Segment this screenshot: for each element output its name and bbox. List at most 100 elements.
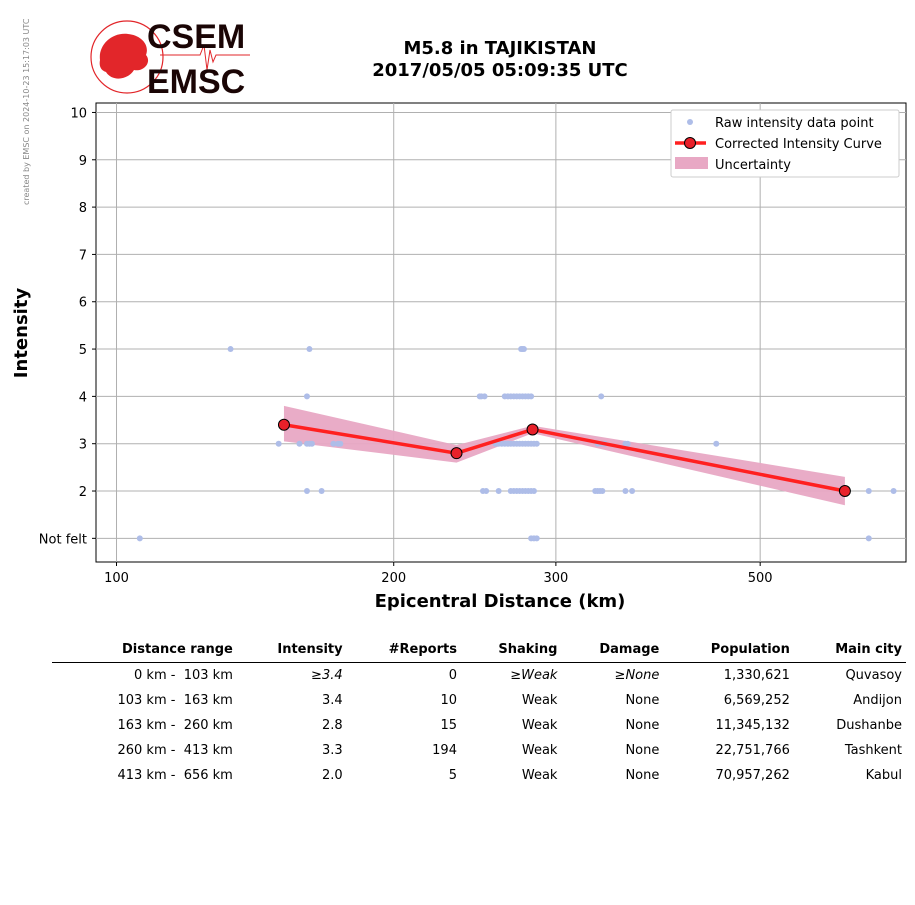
- cell-population: 1,330,621: [723, 668, 790, 683]
- chart-title: M5.8 in TAJIKISTAN: [403, 38, 597, 59]
- header-intensity: Intensity: [236, 640, 347, 663]
- legend-raw-label: Raw intensity data point: [715, 116, 874, 131]
- raw-points: [136, 346, 897, 542]
- cell-city: Dushanbe: [836, 718, 902, 733]
- curve-line: [283, 423, 846, 493]
- raw-data-point: [275, 440, 282, 447]
- table-row: 413 km - 656 km 2.0 5 Weak None 70,957,2…: [52, 763, 906, 788]
- cell-reports: 5: [448, 768, 457, 783]
- cell-shaking: ≥Weak: [510, 668, 558, 683]
- curve-marker: [450, 447, 463, 460]
- raw-data-point: [296, 440, 303, 447]
- cell-shaking: Weak: [521, 693, 558, 708]
- cell-range: 0 km - 103 km: [134, 668, 233, 683]
- raw-data-point: [481, 393, 488, 400]
- raw-data-point: [533, 535, 540, 542]
- x-tick-label: 300: [543, 571, 568, 586]
- cell-intensity: ≥3.4: [311, 668, 343, 683]
- table-row: 103 km - 163 km 3.4 10 Weak None 6,569,2…: [52, 688, 906, 713]
- table-row: 260 km - 413 km 3.3 194 Weak None 22,751…: [52, 738, 906, 763]
- cell-range: 103 km - 163 km: [117, 693, 233, 708]
- cell-damage: None: [625, 768, 660, 783]
- cell-shaking: Weak: [521, 718, 558, 733]
- raw-data-point: [598, 393, 605, 400]
- x-tick-label: 100: [104, 571, 129, 586]
- raw-data-point: [306, 346, 313, 353]
- raw-data-point: [303, 393, 310, 400]
- logo-text-emsc: EMSC: [147, 63, 245, 101]
- y-tick-label: 7: [79, 248, 87, 263]
- raw-data-point: [308, 440, 315, 447]
- cell-damage: None: [625, 693, 660, 708]
- table-row: 0 km - 103 km ≥3.4 0 ≥Weak ≥None 1,330,6…: [52, 663, 906, 689]
- emsc-logo: CSEM EMSC: [90, 18, 250, 101]
- raw-data-point: [530, 488, 537, 495]
- curve-marker: [526, 423, 539, 436]
- raw-data-point: [624, 440, 631, 447]
- header-distance-range: Distance range: [52, 640, 237, 663]
- y-tick-label: 8: [79, 201, 87, 216]
- cell-reports: 194: [432, 743, 457, 758]
- cell-population: 6,569,252: [723, 693, 790, 708]
- raw-data-point: [303, 488, 310, 495]
- cell-damage: None: [625, 718, 660, 733]
- y-axis-label: Intensity: [11, 288, 32, 379]
- raw-data-point: [629, 488, 636, 495]
- header-shaking: Shaking: [460, 640, 562, 663]
- y-tick-label: 9: [79, 154, 87, 169]
- raw-data-point: [599, 488, 606, 495]
- raw-data-point: [622, 488, 629, 495]
- raw-data-point: [330, 440, 337, 447]
- raw-data-point: [890, 488, 897, 495]
- legend-band-swatch: [675, 157, 708, 169]
- cell-shaking: Weak: [521, 743, 558, 758]
- cell-intensity: 2.8: [321, 718, 343, 733]
- cell-city: Kabul: [865, 768, 902, 783]
- plot-frame: [95, 102, 907, 563]
- raw-data-point: [865, 535, 872, 542]
- y-tick-label: 10: [70, 106, 87, 121]
- uncertainty-band: [283, 405, 845, 506]
- chart-subtitle: 2017/05/05 05:09:35 UTC: [372, 60, 628, 81]
- cell-range: 163 km - 260 km: [117, 718, 233, 733]
- curve-marker: [838, 485, 851, 498]
- raw-data-point: [483, 488, 490, 495]
- x-ticks: 100 200 300 500: [104, 562, 773, 586]
- raw-data-point: [520, 346, 527, 353]
- raw-data-point: [713, 440, 720, 447]
- legend-curve-label: Corrected Intensity Curve: [715, 137, 882, 152]
- table-row: 163 km - 260 km 2.8 15 Weak None 11,345,…: [52, 713, 906, 738]
- y-tick-label: 6: [79, 296, 87, 311]
- header-population: Population: [663, 640, 794, 663]
- raw-data-point: [533, 440, 540, 447]
- raw-data-point: [495, 488, 502, 495]
- cell-city: Tashkent: [844, 743, 902, 758]
- logo-text-csem: CSEM: [147, 18, 245, 56]
- raw-data-point: [865, 488, 872, 495]
- x-tick-label: 200: [381, 571, 406, 586]
- raw-data-point: [337, 440, 344, 447]
- cell-damage: None: [625, 743, 660, 758]
- cell-range: 413 km - 656 km: [117, 768, 233, 783]
- cell-damage: ≥None: [614, 668, 660, 683]
- raw-data-point: [318, 488, 325, 495]
- x-axis-label: Epicentral Distance (km): [375, 591, 626, 612]
- cell-population: 11,345,132: [715, 718, 790, 733]
- raw-data-point: [227, 346, 234, 353]
- raw-data-point: [528, 393, 535, 400]
- header-reports: #Reports: [346, 640, 461, 663]
- cell-city: Andijon: [853, 693, 902, 708]
- y-tick-label: 3: [79, 438, 87, 453]
- cell-reports: 15: [440, 718, 457, 733]
- legend: Raw intensity data point Corrected Inten…: [670, 109, 900, 178]
- legend-curve-marker: [684, 137, 696, 149]
- y-tick-label: 2: [79, 485, 87, 500]
- cell-shaking: Weak: [521, 768, 558, 783]
- intensity-summary-table: Distance range Intensity #Reports Shakin…: [52, 640, 906, 788]
- y-tick-label: 4: [79, 390, 87, 405]
- cell-intensity: 2.0: [321, 768, 343, 783]
- table-header-row: Distance range Intensity #Reports Shakin…: [52, 640, 906, 663]
- cell-population: 70,957,262: [715, 768, 790, 783]
- cell-population: 22,751,766: [715, 743, 790, 758]
